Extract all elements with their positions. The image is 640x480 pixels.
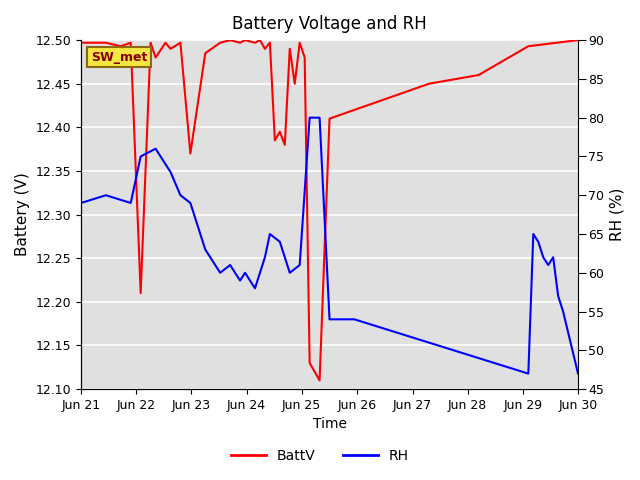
X-axis label: Time: Time: [312, 418, 346, 432]
Legend: BattV, RH: BattV, RH: [225, 443, 415, 468]
Text: SW_met: SW_met: [91, 50, 147, 63]
Y-axis label: Battery (V): Battery (V): [15, 173, 30, 256]
Title: Battery Voltage and RH: Battery Voltage and RH: [232, 15, 427, 33]
Y-axis label: RH (%): RH (%): [610, 188, 625, 241]
